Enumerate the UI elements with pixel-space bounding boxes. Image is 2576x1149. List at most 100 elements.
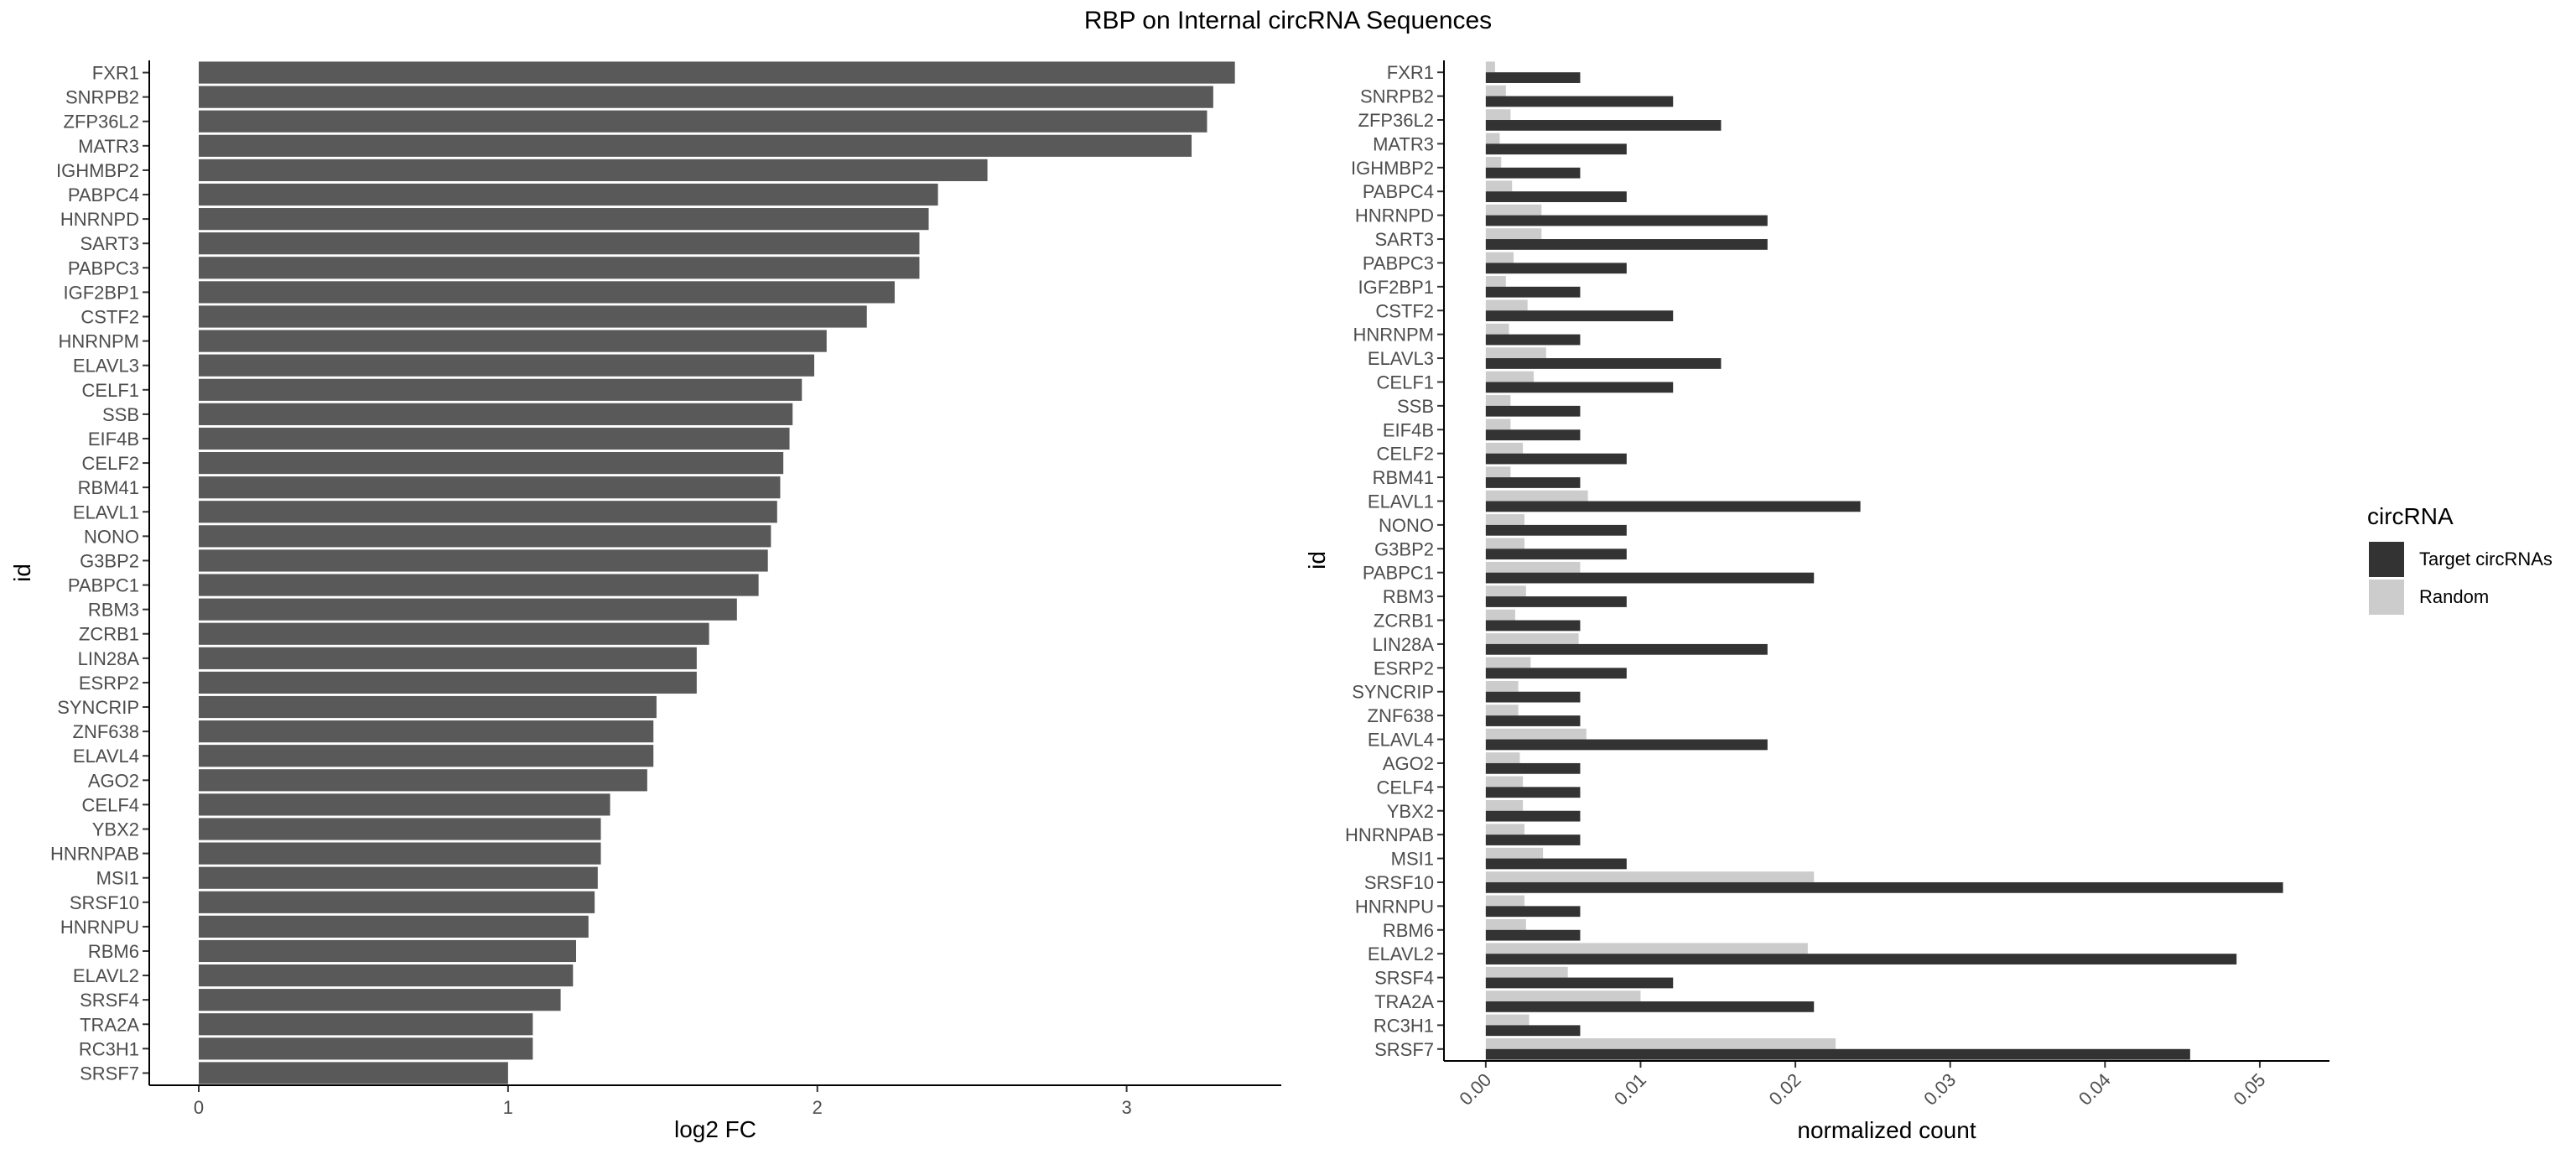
y-tick-label-cstf2: CSTF2 <box>80 307 139 328</box>
y-tick-label-pabpc3: PABPC3 <box>1363 252 1434 273</box>
y-tick-label-rbm6: RBM6 <box>88 941 139 962</box>
y-tick-label-syncrip: SYNCRIP <box>57 697 139 718</box>
bar-target-hnrnpu <box>1485 906 1581 918</box>
bar-msi1 <box>199 866 598 889</box>
y-tick-label-zfp36l2: ZFP36L2 <box>1358 110 1435 131</box>
bar-pabpc3 <box>199 257 920 279</box>
bar-random-syncrip <box>1485 680 1519 692</box>
bar-target-nono <box>1485 524 1627 536</box>
y-tick-label-sart3: SART3 <box>1374 229 1434 250</box>
left-panel: FXR1 SNRPB2 ZFP36L2 MATR3 IGHMBP2 PABPC4 HNRNP… <box>9 60 1281 1142</box>
bar-rbm6 <box>199 939 577 963</box>
bar-target-celf2 <box>1485 453 1627 465</box>
bar-srsf10 <box>199 891 595 913</box>
bar-random-elavl2 <box>1485 943 1808 954</box>
bar-random-srsf7 <box>1485 1038 1836 1049</box>
y-tick-label-pabpc1: PABPC1 <box>68 575 139 596</box>
y-tick-label-lin28a: LIN28A <box>78 648 140 669</box>
bar-fxr1 <box>199 61 1235 84</box>
bar-target-ighmbp2 <box>1485 167 1581 179</box>
bar-random-hnrnpab <box>1485 824 1524 835</box>
bar-celf2 <box>199 451 784 475</box>
bar-elavl1 <box>199 501 777 523</box>
y-tick-label-matr3: MATR3 <box>78 136 139 157</box>
x-tick-label-2: 2 <box>813 1097 823 1118</box>
bar-celf4 <box>199 793 610 816</box>
y-tick-label-g3bp2: G3BP2 <box>1374 538 1434 559</box>
bar-target-ssb <box>1485 405 1581 417</box>
bar-target-rbm6 <box>1485 929 1581 941</box>
y-tick-label-ago2: AGO2 <box>1383 753 1434 774</box>
x-tick-label-0-03: 0.03 <box>1919 1069 1960 1110</box>
bar-elavl4 <box>199 745 654 767</box>
y-tick-label-ybx2: YBX2 <box>1387 801 1434 822</box>
y-tick-label-srsf10: SRSF10 <box>1364 872 1434 893</box>
y-tick-label-celf1: CELF1 <box>82 380 139 401</box>
bar-target-snrpb2 <box>1485 96 1674 107</box>
y-tick-label-celf4: CELF4 <box>82 794 139 815</box>
y-tick-label-hnrnpu: HNRNPU <box>1355 896 1434 917</box>
bar-target-pabpc3 <box>1485 263 1627 274</box>
y-tick-label-elavl3: ELAVL3 <box>73 356 139 377</box>
left-x-ticks: 0 1 2 3 <box>194 1085 1132 1118</box>
left-y-axis-title: id <box>9 564 35 582</box>
bar-target-celf4 <box>1485 787 1581 798</box>
bar-ssb <box>199 403 793 425</box>
bar-target-zcrb1 <box>1485 620 1581 632</box>
bar-target-syncrip <box>1485 691 1581 703</box>
bar-random-matr3 <box>1485 133 1500 144</box>
bar-g3bp2 <box>199 549 768 572</box>
bar-random-fxr1 <box>1485 61 1495 73</box>
bar-random-hnrnpu <box>1485 895 1524 907</box>
bar-random-ighmbp2 <box>1485 157 1502 168</box>
y-tick-label-celf1: CELF1 <box>1377 372 1434 393</box>
bar-zcrb1 <box>199 622 709 645</box>
bar-target-rbm41 <box>1485 477 1581 488</box>
bar-random-celf2 <box>1485 442 1524 454</box>
bar-znf638 <box>199 720 654 743</box>
bar-target-esrp2 <box>1485 668 1627 679</box>
bar-target-srsf10 <box>1485 881 2283 893</box>
bar-random-celf1 <box>1485 371 1535 382</box>
bar-nono <box>199 525 771 548</box>
bar-target-matr3 <box>1485 143 1627 155</box>
bar-esrp2 <box>199 671 697 694</box>
y-tick-label-ighmbp2: IGHMBP2 <box>1351 158 1434 179</box>
bar-random-rbm3 <box>1485 585 1526 597</box>
y-tick-label-elavl2: ELAVL2 <box>1368 944 1434 964</box>
x-tick-label-1: 1 <box>503 1097 513 1118</box>
y-tick-label-nono: NONO <box>1379 515 1434 536</box>
bar-srsf7 <box>199 1062 508 1084</box>
y-tick-label-eif4b: EIF4B <box>1383 419 1434 440</box>
bar-random-nono <box>1485 514 1524 525</box>
y-tick-label-rbm41: RBM41 <box>1373 467 1434 488</box>
bar-random-snrpb2 <box>1485 85 1506 96</box>
bar-target-srsf7 <box>1485 1048 2190 1060</box>
bar-sart3 <box>199 232 920 255</box>
bar-cstf2 <box>199 305 867 328</box>
y-tick-label-hnrnpd: HNRNPD <box>60 209 139 230</box>
bar-random-msi1 <box>1485 847 1544 859</box>
y-tick-label-hnrnpu: HNRNPU <box>60 917 139 938</box>
y-tick-label-zcrb1: ZCRB1 <box>79 624 139 645</box>
y-tick-label-srsf4: SRSF4 <box>1374 968 1434 989</box>
x-tick-label-0-04: 0.04 <box>2075 1069 2115 1110</box>
bar-rc3h1 <box>199 1037 533 1060</box>
y-tick-label-rbm6: RBM6 <box>1383 920 1434 941</box>
y-tick-label-igf2bp1: IGF2BP1 <box>64 282 139 303</box>
bar-snrpb2 <box>199 86 1213 108</box>
bar-target-celf1 <box>1485 382 1674 393</box>
y-tick-label-rc3h1: RC3H1 <box>1374 1015 1434 1036</box>
bar-random-esrp2 <box>1485 657 1531 668</box>
y-tick-label-hnrnpab: HNRNPAB <box>1345 824 1434 845</box>
bar-random-hnrnpd <box>1485 204 1542 216</box>
bar-target-g3bp2 <box>1485 549 1627 560</box>
bar-random-srsf10 <box>1485 871 1815 882</box>
y-tick-label-celf2: CELF2 <box>82 453 139 474</box>
bar-hnrnpu <box>199 915 589 938</box>
y-tick-label-hnrnpab: HNRNPAB <box>50 844 139 865</box>
bar-random-pabpc1 <box>1485 561 1581 573</box>
bar-random-srsf4 <box>1485 966 1568 978</box>
y-tick-label-hnrnpm: HNRNPM <box>1353 325 1434 346</box>
